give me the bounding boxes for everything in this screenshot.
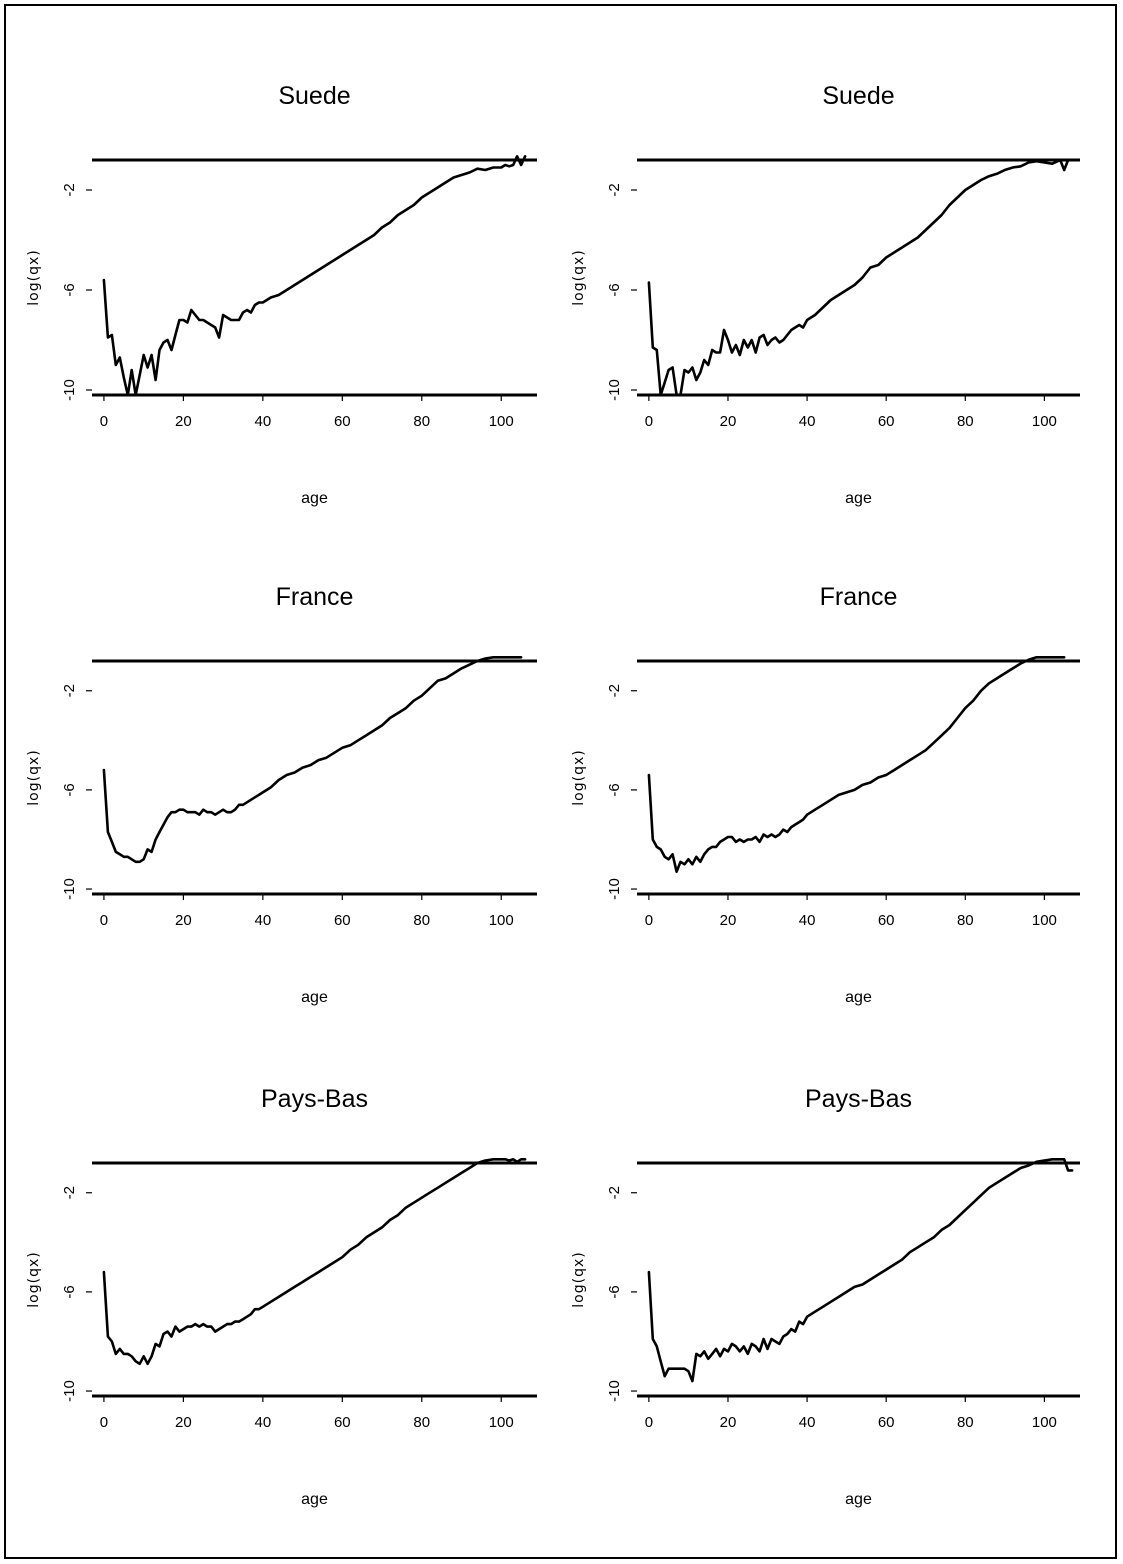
- x-tick-label: 0: [645, 912, 653, 929]
- x-tick-label: 60: [334, 1414, 351, 1431]
- x-tick-label: 100: [489, 413, 514, 430]
- series-line-1: [647, 1158, 1074, 1383]
- y-tick-label: -2: [61, 1186, 78, 1199]
- x-tick-label: 60: [878, 912, 895, 929]
- chart-panel-6: Pays-Bas 0 20 40 60 80 100 -2 -6 -10 log(qx) age: [571, 1085, 1080, 1508]
- y-tick-label: -10: [606, 878, 623, 900]
- y-tick-label: -6: [61, 283, 78, 296]
- x-tick-label: 60: [878, 1414, 895, 1431]
- x-tick-label: 40: [255, 1414, 272, 1431]
- y-tick-label: -2: [606, 183, 623, 196]
- y-tick-label: -6: [606, 1285, 623, 1298]
- y-axis-label: log(qx): [571, 249, 587, 305]
- y-tick-label: -10: [606, 379, 623, 401]
- x-tick-label: 20: [720, 413, 737, 430]
- x-tick-label: 20: [175, 912, 192, 929]
- x-tick-label: 0: [100, 1414, 108, 1431]
- x-tick-label: 0: [645, 413, 653, 430]
- chart-panel-5: Pays-Bas 0 20 40 60 80 100 -2 -6 -10 log(qx) age: [26, 1085, 537, 1508]
- x-axis-label: age: [845, 490, 872, 507]
- y-tick-label: -10: [61, 1380, 78, 1402]
- x-tick-label: 20: [720, 1414, 737, 1431]
- x-tick-label: 40: [799, 1414, 816, 1431]
- x-axis-label: age: [845, 989, 872, 1006]
- x-tick-label: 40: [799, 413, 816, 430]
- x-tick-label: 100: [489, 1414, 514, 1431]
- series-line-1: [102, 155, 527, 397]
- y-axis-label: log(qx): [26, 1251, 42, 1307]
- x-tick-label: 40: [255, 413, 272, 430]
- y-tick-label: -6: [61, 783, 78, 796]
- y-tick-label: -2: [606, 684, 623, 697]
- chart-panel-2: Suede 0 20 40 60 80 100 -2 -6 -10 log(qx) age: [571, 82, 1080, 507]
- y-tick-label: -6: [606, 283, 623, 296]
- x-axis-label: age: [301, 490, 328, 507]
- x-tick-label: 100: [1032, 1414, 1057, 1431]
- y-tick-label: -10: [61, 379, 78, 401]
- series-line-1: [102, 655, 523, 864]
- x-tick-label: 0: [100, 413, 108, 430]
- x-tick-label: 80: [957, 912, 974, 929]
- chart-title: France: [276, 583, 354, 611]
- y-tick-label: -6: [606, 783, 623, 796]
- x-tick-label: 80: [413, 912, 430, 929]
- chart-panel-3: France 0 20 40 60 80 100 -2 -6 -10 log(qx) age: [26, 583, 537, 1006]
- x-tick-label: 60: [334, 413, 351, 430]
- series-line-1: [647, 655, 1066, 874]
- x-tick-label: 0: [645, 1414, 653, 1431]
- x-tick-label: 20: [175, 1414, 192, 1431]
- chart-title: Suede: [278, 82, 350, 110]
- x-tick-label: 20: [720, 912, 737, 929]
- x-tick-label: 80: [957, 413, 974, 430]
- y-tick-label: -2: [606, 1186, 623, 1199]
- x-tick-label: 20: [175, 413, 192, 430]
- chart-title: Pays-Bas: [261, 1085, 368, 1113]
- x-tick-label: 100: [1032, 912, 1057, 929]
- x-axis-label: age: [301, 1491, 328, 1508]
- x-axis-label: age: [301, 989, 328, 1006]
- x-tick-label: 40: [799, 912, 816, 929]
- x-tick-label: 100: [489, 912, 514, 929]
- x-tick-label: 0: [100, 912, 108, 929]
- x-tick-label: 80: [413, 413, 430, 430]
- y-axis-label: log(qx): [571, 1251, 587, 1307]
- x-tick-label: 80: [957, 1414, 974, 1431]
- y-axis-label: log(qx): [26, 249, 42, 305]
- y-tick-label: -2: [61, 684, 78, 697]
- x-axis-label: age: [845, 1491, 872, 1508]
- figure-canvas: Suede 0 20 40 60 80 100 -2 -6 -10 log(qx) age Suede 0…: [26, 82, 1080, 1508]
- x-tick-label: 80: [413, 1414, 430, 1431]
- figure-frame: Suede 0 20 40 60 80 100 -2 -6 -10 log(qx) age Suede 0…: [4, 4, 1117, 1559]
- x-tick-label: 60: [334, 912, 351, 929]
- chart-title: Pays-Bas: [805, 1085, 912, 1113]
- y-axis-label: log(qx): [571, 749, 587, 805]
- chart-title: France: [820, 583, 898, 611]
- x-tick-label: 60: [878, 413, 895, 430]
- y-tick-label: -6: [61, 1285, 78, 1298]
- series-line-1: [102, 1158, 527, 1366]
- chart-title: Suede: [822, 82, 894, 110]
- x-tick-label: 40: [255, 912, 272, 929]
- chart-panel-4: France 0 20 40 60 80 100 -2 -6 -10 log(qx) age: [571, 583, 1080, 1006]
- chart-panel-1: Suede 0 20 40 60 80 100 -2 -6 -10 log(qx) age: [26, 82, 537, 507]
- y-tick-label: -10: [61, 878, 78, 900]
- y-tick-label: -10: [606, 1380, 623, 1402]
- series-line-1: [647, 158, 1070, 397]
- y-axis-label: log(qx): [26, 749, 42, 805]
- x-tick-label: 100: [1032, 413, 1057, 430]
- y-tick-label: -2: [61, 183, 78, 196]
